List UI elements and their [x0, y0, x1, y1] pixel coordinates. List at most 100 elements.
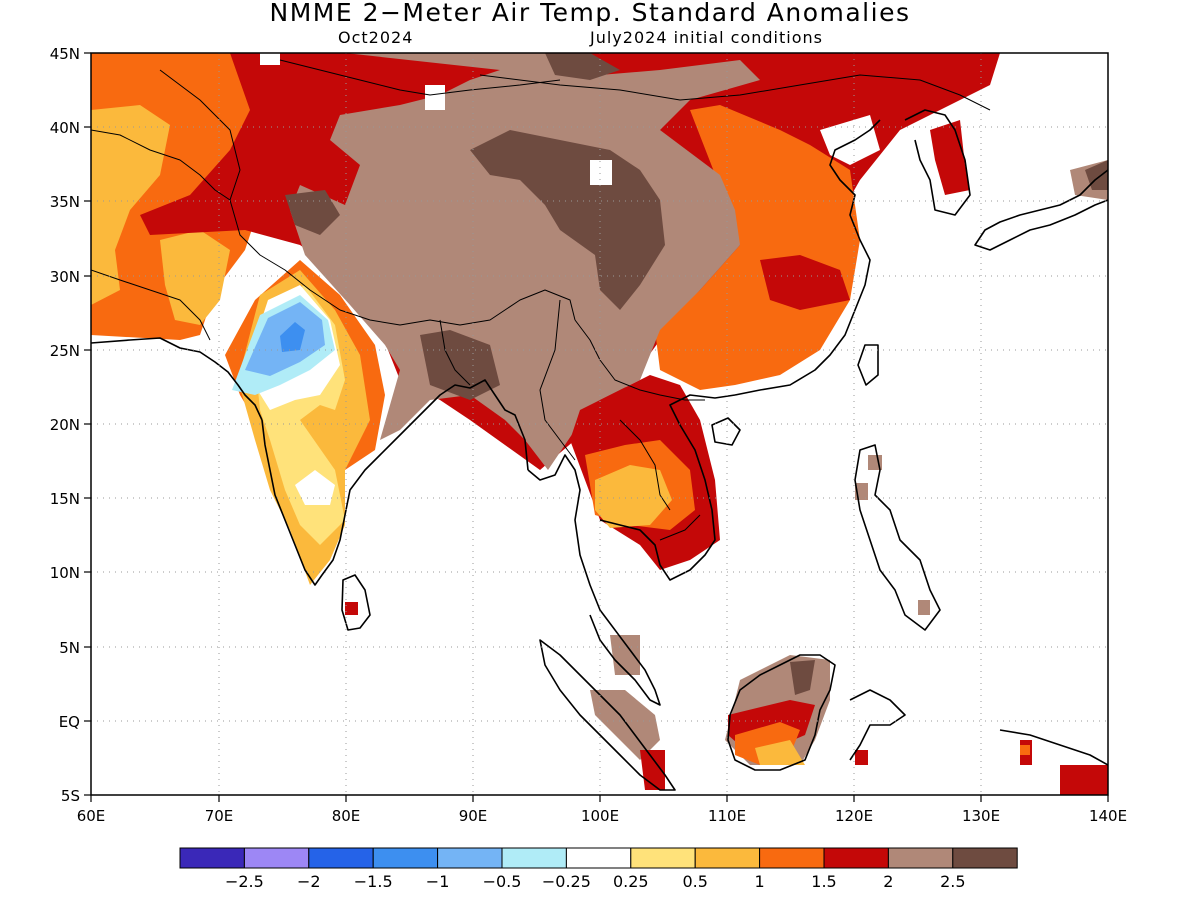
forecast-month: Oct2024 [338, 28, 414, 47]
x-tick-label: 70E [205, 807, 234, 825]
colorbar-swatch [308, 847, 374, 869]
x-axis-labels: 60E 70E 80E 90E 100E 110E 120E 130E 140E [77, 807, 1127, 825]
missing-data-patch [590, 160, 612, 185]
border-line [91, 129, 231, 201]
y-tick-label: 25N [50, 342, 80, 360]
coastline [734, 119, 881, 396]
y-tick-label: 15N [50, 490, 80, 508]
coastline [539, 639, 676, 791]
borneo-yellow-anomaly [755, 740, 805, 765]
map-title: NMME 2−Meter Air Temp. Standard Anomalie… [269, 0, 911, 27]
x-tick-label: 60E [77, 807, 106, 825]
borders [91, 59, 991, 541]
x-tick-label: 90E [459, 807, 488, 825]
sumatra-anomaly [590, 690, 660, 760]
colorbar-label: 2 [883, 872, 893, 891]
coastline [711, 417, 741, 446]
northern-dark-anomaly [545, 53, 620, 80]
colorbar-label: −0.5 [483, 872, 522, 891]
colorbar-label: −2 [297, 872, 321, 891]
colorbar-swatch [887, 847, 954, 869]
colorbar-label: −0.25 [542, 872, 591, 891]
east-china-anomaly [655, 105, 860, 390]
border-line [159, 69, 576, 326]
colorbar-label: 2.5 [940, 872, 965, 891]
y-tick-label: 45N [50, 45, 80, 63]
indochina-yellow-anomaly [595, 465, 672, 528]
coastline [974, 169, 1108, 251]
x-tick-marks [90, 795, 1109, 802]
colorbar-label: 0.25 [613, 872, 649, 891]
malay-anomaly [610, 635, 640, 675]
border-line [479, 74, 991, 111]
colorbar-swatch [952, 847, 1018, 869]
y-tick-label: 30N [50, 268, 80, 286]
y-tick-marks [84, 52, 91, 796]
colorbar-swatch [243, 847, 310, 869]
y-tick-label: 5S [61, 787, 80, 805]
colorbar-label: 1 [755, 872, 765, 891]
colorbar-swatch [179, 847, 245, 869]
pamir-dark-anomaly [285, 190, 340, 235]
coastlines [91, 109, 1108, 791]
colorbar-swatch [437, 847, 503, 869]
tibetan-dark-anomaly [470, 130, 665, 310]
colorbar-swatch [694, 847, 761, 869]
colorbar-swatch [372, 847, 439, 869]
colorbar-swatch [565, 847, 632, 869]
iran-yellow-anomaly [160, 230, 230, 325]
colorbar-swatch [630, 847, 696, 869]
y-tick-label: 35N [50, 193, 80, 211]
coastline [849, 689, 906, 761]
border-line [279, 59, 561, 96]
border-line [539, 299, 576, 461]
colorbar-label: 0.5 [682, 872, 707, 891]
colorbar: −2.5 −2 −1.5 −1 −0.5 −0.25 0.25 0.5 1 1.5 2 2.5 [179, 847, 1018, 891]
new-guinea-anomaly [1060, 765, 1108, 795]
border-line [91, 269, 211, 341]
y-tick-label: 40N [50, 119, 80, 137]
y-tick-label: EQ [59, 713, 80, 731]
missing-data-patch [425, 85, 445, 110]
mindanao-anomaly [918, 600, 930, 615]
x-tick-label: 100E [581, 807, 619, 825]
sri-lanka-anomaly [345, 602, 358, 615]
colorbar-label: 1.5 [811, 872, 836, 891]
colorbar-label: −1.5 [354, 872, 393, 891]
x-tick-label: 140E [1089, 807, 1127, 825]
tibetan-plateau-anomaly [290, 53, 760, 470]
border-line [439, 319, 471, 386]
anomaly-fields [91, 53, 1108, 795]
coastline [857, 344, 879, 386]
colorbar-swatch [759, 847, 825, 869]
coastline [91, 337, 263, 421]
sulawesi-anomaly [855, 750, 868, 765]
coastline [527, 454, 661, 706]
x-tick-label: 80E [332, 807, 361, 825]
border-line [619, 419, 671, 511]
coastline [341, 574, 371, 631]
colorbar-label: −2.5 [225, 872, 264, 891]
india-blue-anomaly [280, 322, 305, 352]
x-tick-label: 120E [835, 807, 873, 825]
border-line [574, 319, 705, 401]
northwest-yellow-anomaly [91, 105, 170, 305]
y-tick-label: 20N [50, 416, 80, 434]
coastline [727, 654, 836, 771]
coastline [261, 379, 529, 586]
colorbar-label: −1 [426, 872, 450, 891]
coastline [904, 109, 971, 216]
east-china-red-patch [760, 255, 850, 310]
colorbar-swatch [823, 847, 889, 869]
x-tick-label: 110E [708, 807, 746, 825]
central-india-neutral-patch [295, 470, 335, 505]
y-tick-label: 5N [59, 639, 80, 657]
x-tick-label: 130E [962, 807, 1000, 825]
initial-conditions: July2024 initial conditions [590, 28, 823, 47]
coastline [599, 394, 736, 581]
japan-dark-anomaly [1085, 160, 1108, 190]
papua-orange-anomaly [1020, 745, 1030, 755]
y-axis-labels: 45N 40N 35N 30N 25N 20N 15N 10N 5N EQ 5S [50, 45, 80, 805]
missing-data-patch [260, 53, 280, 65]
